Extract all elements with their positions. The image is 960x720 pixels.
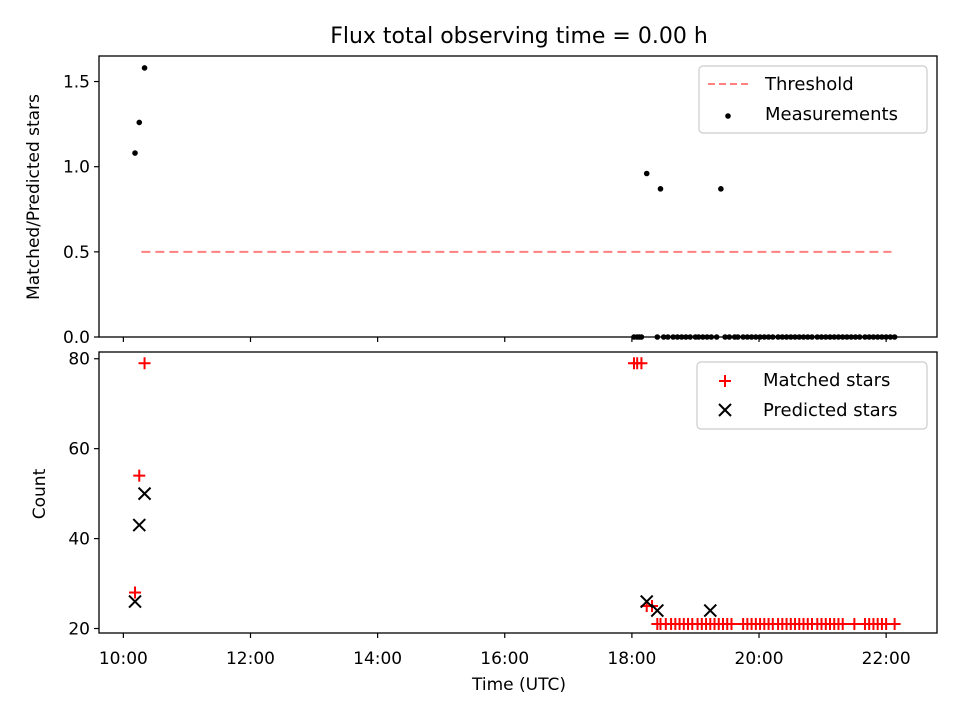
matched-star-marker <box>848 618 861 631</box>
bottom-y-tick-label: 80 <box>68 350 90 370</box>
measurement-point <box>132 150 138 156</box>
measurement-point <box>657 186 664 192</box>
predicted-star-marker <box>128 594 142 609</box>
bottom-x-tick-label: 18:00 <box>607 649 656 669</box>
predicted-star-marker <box>137 486 152 501</box>
top-y-axis: 0.0 0.5 1.0 1.5 <box>63 73 99 348</box>
top-legend: Threshold Measurements <box>698 65 928 134</box>
predicted-legend-icon <box>718 403 732 417</box>
bottom-x-tick-label: 22:00 <box>862 649 911 669</box>
x-axis-label: Time (UTC) <box>471 675 566 695</box>
top-y-tick-label: 0.0 <box>63 328 90 348</box>
bottom-x-tick-label: 12:00 <box>226 649 275 669</box>
bottom-y-tick-label: 40 <box>68 530 90 550</box>
bottom-data-layer <box>128 357 901 631</box>
top-y-tick-label: 1.0 <box>63 158 90 178</box>
bottom-x-tick-label: 16:00 <box>480 649 529 669</box>
bottom-legend-box <box>696 361 928 430</box>
matched-legend-icon <box>719 375 731 387</box>
measurement-point <box>643 170 650 177</box>
predicted-legend-label: Predicted stars <box>763 400 897 421</box>
bottom-y-tick-label: 60 <box>68 440 90 460</box>
measurements-legend-icon <box>725 113 731 119</box>
measurements-legend-label: Measurements <box>765 104 898 125</box>
top-x-ticks <box>122 337 887 342</box>
bottom-y-axis: 20 40 60 80 <box>68 350 99 640</box>
matched-legend-label: Matched stars <box>763 370 890 391</box>
top-y-tick-label: 1.5 <box>63 73 90 93</box>
predicted-star-marker <box>650 603 665 618</box>
top-panel: 0.0 0.5 1.0 1.5 Matched/Predicted stars Thr… <box>24 55 938 348</box>
matched-star-marker <box>836 618 849 631</box>
top-legend-box <box>698 65 928 134</box>
bottom-x-tick-label: 10:00 <box>99 649 148 669</box>
top-axes-frame <box>98 55 938 338</box>
bottom-x-tick-label: 20:00 <box>735 649 784 669</box>
measurement-point <box>136 119 143 126</box>
matched-star-marker <box>888 618 901 631</box>
matched-star-marker <box>133 469 146 482</box>
bottom-y-axis-label: Count <box>30 468 50 519</box>
matched-star-marker <box>635 357 648 370</box>
bottom-x-tick-label: 14:00 <box>353 649 402 669</box>
threshold-legend-label: Threshold <box>764 74 854 95</box>
predicted-star-marker <box>132 518 146 532</box>
figure-title: Flux total observing time = 0.00 h <box>330 24 708 49</box>
top-y-axis-label: Matched/Predicted stars <box>24 94 44 300</box>
bottom-x-axis: 10:00 12:00 14:00 16:00 18:00 20:00 22:00 <box>99 633 911 669</box>
matched-star-marker <box>725 618 738 631</box>
measurement-point <box>141 65 148 71</box>
bottom-y-tick-label: 20 <box>68 620 90 640</box>
matched-star-marker <box>129 586 142 599</box>
bottom-axes-frame <box>98 351 938 634</box>
top-y-tick-label: 0.5 <box>63 243 90 263</box>
predicted-star-marker <box>640 594 654 609</box>
measurement-point <box>718 186 724 192</box>
bottom-legend: Matched stars Predicted stars <box>696 361 928 430</box>
predicted-star-marker <box>703 603 717 618</box>
bottom-panel: 20 40 60 80 10:00 12:00 14:00 16:00 18:00 20:00 2… <box>30 350 938 695</box>
matched-star-marker <box>138 357 151 370</box>
